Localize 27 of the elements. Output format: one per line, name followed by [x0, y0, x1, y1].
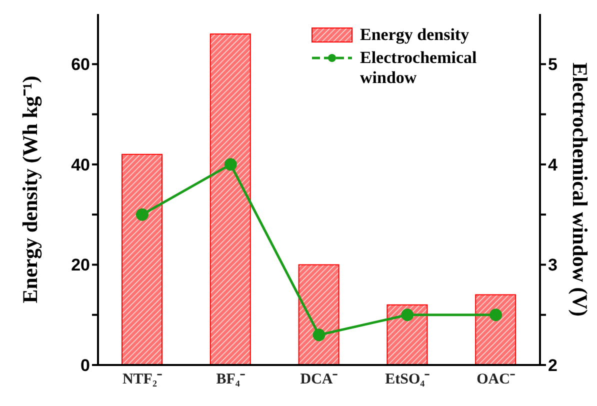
point [401, 308, 414, 322]
y-axis-title: Energy density (Wh kg⁻¹) [18, 76, 42, 304]
y-tick-label: 0 [80, 356, 90, 376]
bar [122, 154, 162, 365]
point [312, 328, 326, 342]
point [136, 208, 148, 221]
point [224, 158, 237, 171]
x-tick-label: DCA⁻ [300, 372, 338, 388]
y2-tick-label: 4 [548, 155, 558, 174]
y-tick-label: 60 [71, 55, 90, 74]
bar [386, 304, 428, 365]
y2-tick-label: 3 [548, 256, 558, 275]
bar [298, 264, 340, 365]
y2-tick-label: 2 [548, 356, 558, 376]
y-tick-label: 20 [71, 256, 90, 275]
bar [210, 34, 251, 365]
y2-axis-title: Electrochemical window (V) [568, 62, 592, 316]
x-tick-label: NTF₂⁻ [122, 372, 162, 388]
y2-tick-label: 5 [548, 55, 558, 74]
x-tick-label: OAC⁻ [476, 372, 515, 388]
x-tick-label: BF₄⁻ [216, 372, 245, 388]
point [490, 308, 502, 322]
x-tick-label: EtSO₄⁻ [385, 372, 430, 388]
legend-label: Energy density [360, 25, 470, 45]
y-tick-label: 40 [71, 155, 90, 174]
legend-label: Electrochemical window [360, 48, 478, 88]
bar [475, 294, 516, 365]
